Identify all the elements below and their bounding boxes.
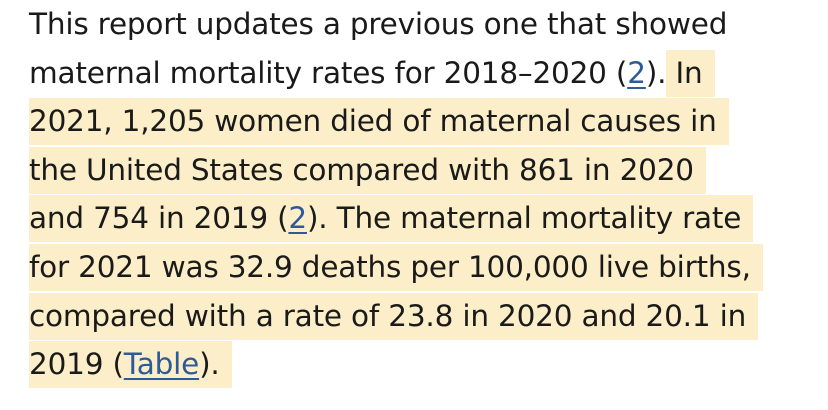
text-segment: ). (199, 347, 220, 382)
reference-link-2[interactable]: 2 (288, 201, 307, 236)
text-segment: ). The maternal mortality rate (306, 201, 742, 236)
table-link[interactable]: Table (123, 347, 200, 382)
highlighted-text: In (666, 49, 715, 97)
highlighted-text: 2021, 1,205 women died of maternal cause… (29, 98, 729, 146)
report-paragraph: This report updates a previous one that … (29, 0, 824, 389)
paragraph-line-4: the United States compared with 861 in 2… (29, 146, 824, 195)
paragraph-line-6: for 2021 was 32.9 deaths per 100,000 liv… (29, 243, 824, 292)
reference-link-2[interactable]: 2 (627, 55, 646, 90)
text-segment: This report updates a previous one that … (29, 7, 728, 41)
text-segment: ). (645, 55, 667, 90)
paragraph-line-2: maternal mortality rates for 2018–2020 (… (29, 49, 824, 98)
highlighted-line: and 754 in 2019 (2). The maternal mortal… (29, 195, 754, 243)
paragraph-line-1: This report updates a previous one that … (29, 0, 824, 49)
text-segment: 2019 ( (29, 347, 124, 382)
paragraph-line-3: 2021, 1,205 women died of maternal cause… (29, 97, 824, 146)
text-segment: and 754 in 2019 ( (29, 201, 289, 236)
paragraph-line-7: compared with a rate of 23.8 in 2020 and… (29, 292, 824, 341)
text-segment: maternal mortality rates for 2018–2020 ( (29, 55, 628, 90)
highlighted-text: for 2021 was 32.9 deaths per 100,000 liv… (29, 243, 763, 291)
paragraph-line-8: 2019 (Table). (29, 340, 824, 389)
highlighted-line: 2019 (Table). (29, 341, 232, 389)
paragraph-line-5: and 754 in 2019 (2). The maternal mortal… (29, 194, 824, 243)
highlighted-text: the United States compared with 861 in 2… (29, 146, 706, 194)
highlighted-text: compared with a rate of 23.8 in 2020 and… (29, 292, 759, 340)
